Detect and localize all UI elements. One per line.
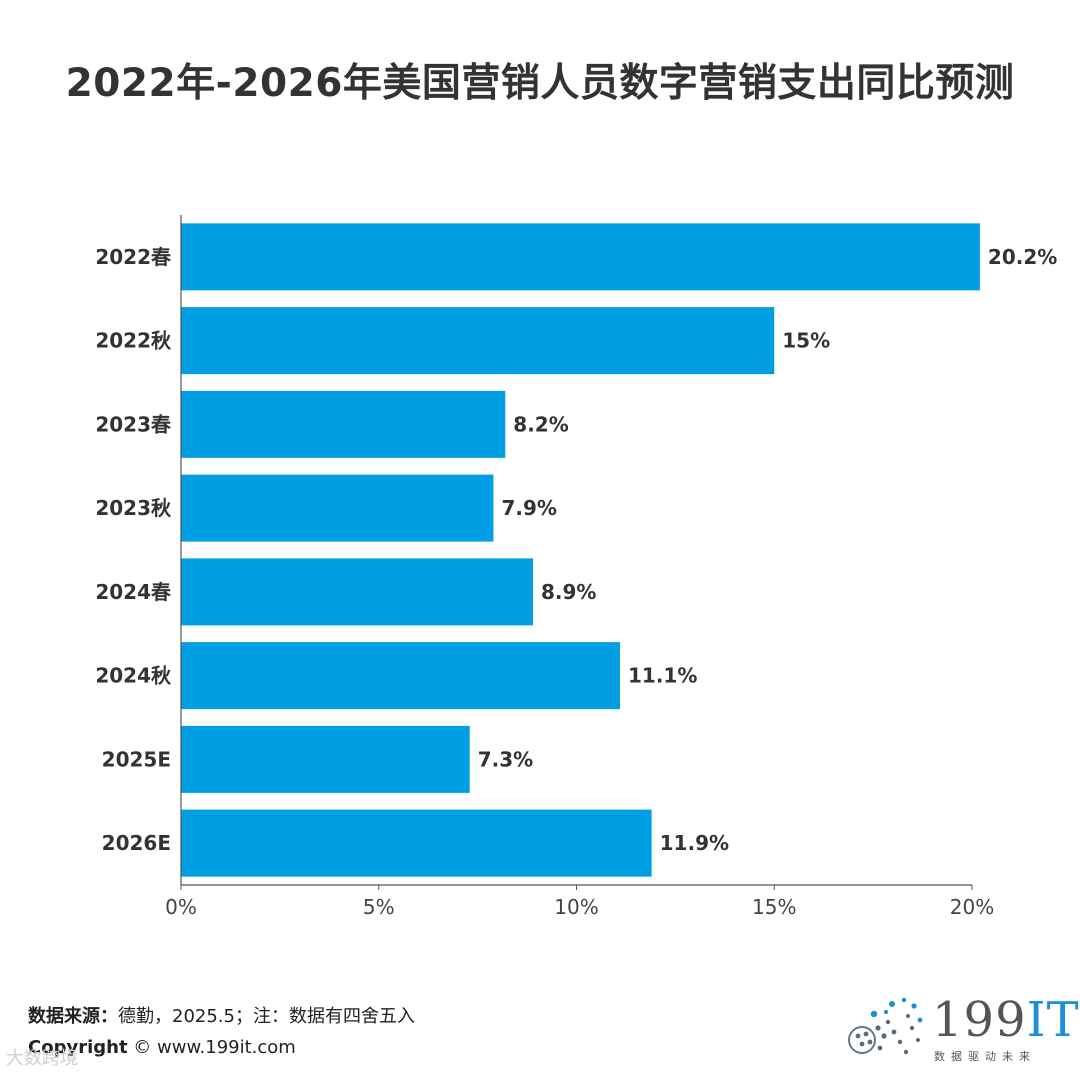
copyright-text: © www.199it.com <box>133 1037 296 1058</box>
logo-tagline: 数据驱动未来 <box>934 1050 1036 1063</box>
bar-2025E <box>181 725 470 793</box>
logo-wordmark: 199IT <box>932 992 1080 1048</box>
logo-it: IT <box>1026 992 1080 1048</box>
value-label: 11.1% <box>628 664 697 688</box>
category-label: 2023春 <box>95 412 172 436</box>
x-tick-label: 20% <box>950 895 994 919</box>
bar-2022春 <box>181 223 980 291</box>
bars-group: 2022春 20.2% 2022秋 15% 2023春 8.2% 2023秋 7.9% 2024… <box>95 223 1057 877</box>
category-label: 2023秋 <box>95 496 172 520</box>
copyright-label: Copyright <box>28 1037 128 1058</box>
chart-title: 2022年-2026年美国营销人员数字营销支出同比预测 <box>65 61 1015 106</box>
value-label: 15% <box>782 329 830 353</box>
value-label: 7.3% <box>478 747 533 771</box>
data-source: 数据来源：德勤，2025.5；注：数据有四舍五入 <box>28 1002 415 1028</box>
source-text: 德勤，2025.5；注：数据有四舍五入 <box>118 1006 415 1027</box>
bar-2024春 <box>181 558 533 626</box>
category-label: 2022秋 <box>95 329 172 353</box>
x-tick-label: 5% <box>363 895 395 919</box>
x-tick-label: 10% <box>554 895 598 919</box>
x-tick-label: 15% <box>752 895 796 919</box>
watermark: 大数跨境 <box>6 1048 78 1069</box>
category-label: 2024秋 <box>95 664 172 688</box>
value-label: 7.9% <box>501 496 556 520</box>
source-label: 数据来源： <box>28 1006 118 1027</box>
bar-2024秋 <box>181 642 621 710</box>
logo-dots-icon <box>848 997 923 1055</box>
category-label: 2026E <box>102 831 171 855</box>
x-tick-label: 0% <box>165 895 197 919</box>
bar-2023秋 <box>181 474 494 542</box>
value-label: 20.2% <box>988 245 1057 269</box>
value-label: 11.9% <box>660 831 729 855</box>
value-label: 8.9% <box>541 580 596 604</box>
bar-2023春 <box>181 390 506 458</box>
copyright: Copyright © www.199it.com <box>28 1037 296 1058</box>
value-label: 8.2% <box>513 412 568 436</box>
category-label: 2022春 <box>95 245 172 269</box>
bar-2022秋 <box>181 307 775 375</box>
x-ticks-group: 0% 5% 10% 15% 20% <box>165 885 994 919</box>
category-label: 2024春 <box>95 580 172 604</box>
category-label: 2025E <box>102 747 171 771</box>
bar-2026E <box>181 809 652 877</box>
logo-number: 199 <box>932 992 1027 1048</box>
